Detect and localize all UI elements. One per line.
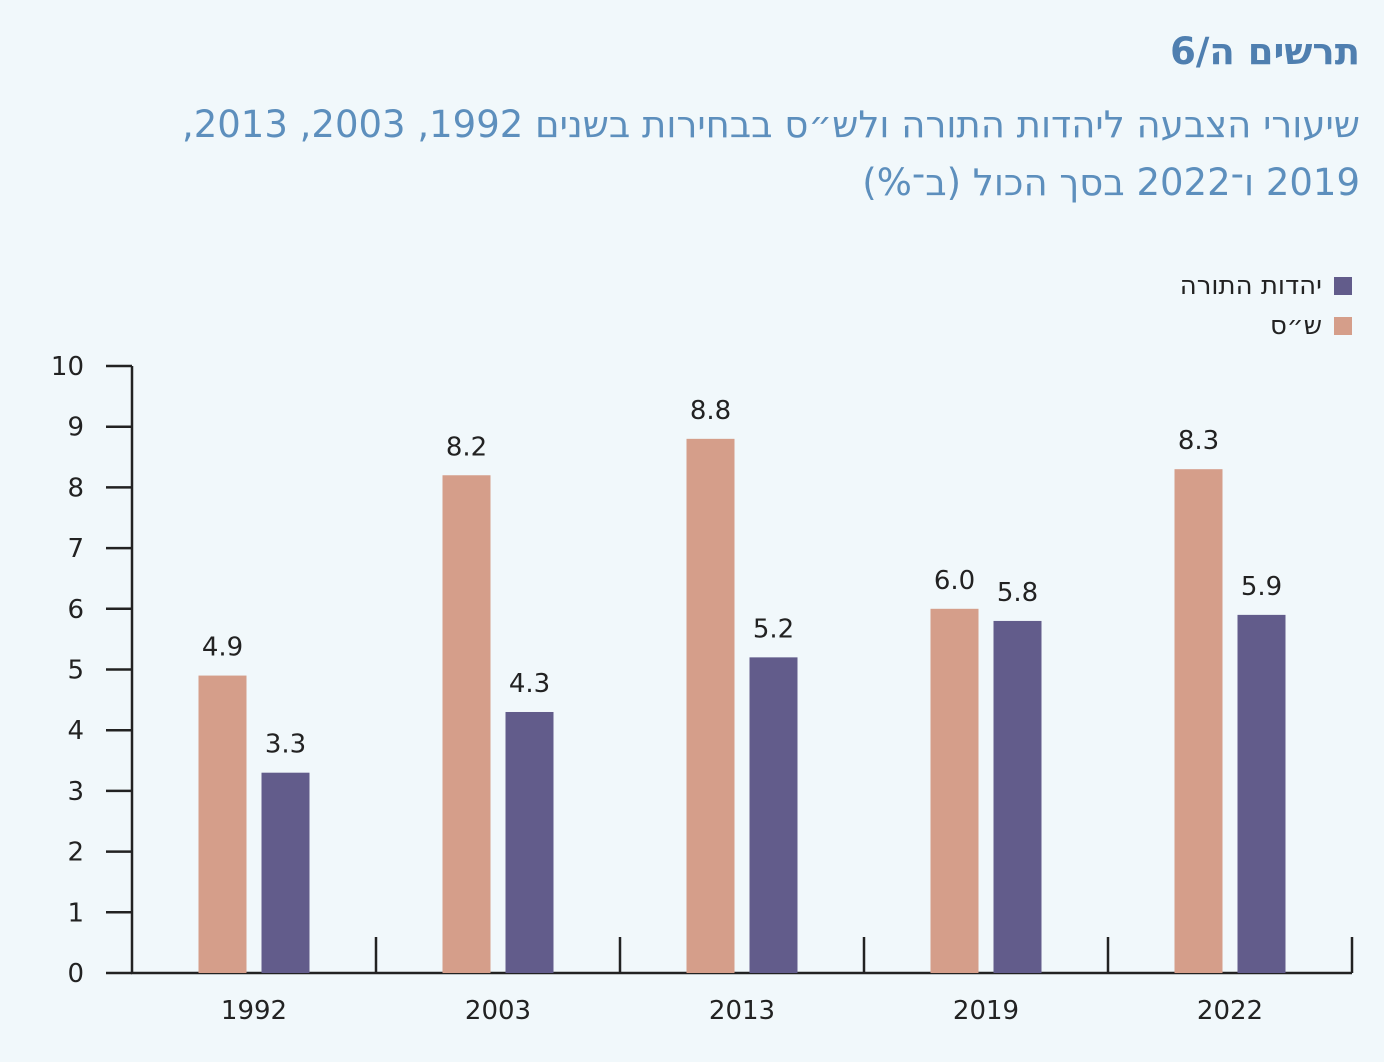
x-tick-label-2003: 2003	[465, 996, 531, 1026]
x-tick-label-1992: 1992	[221, 996, 287, 1026]
bar-utj-2013	[749, 657, 798, 973]
y-tick-label-1: 1	[67, 898, 84, 928]
bar-shas-2022	[1174, 469, 1223, 973]
y-tick-label-10: 10	[51, 352, 84, 382]
bar-shas-2013	[686, 438, 735, 974]
bar-utj-2022	[1237, 614, 1286, 973]
y-tick-label-2: 2	[67, 838, 84, 868]
legend-label-shas: ש״ס	[1269, 311, 1322, 341]
legend: יהדות התורה ש״ס	[1180, 266, 1352, 346]
data-label-utj-2003: 4.3	[509, 669, 550, 699]
data-label-utj-2022: 5.9	[1241, 572, 1282, 602]
x-tick-label-2019: 2019	[953, 996, 1019, 1026]
x-tick-label-2022: 2022	[1197, 996, 1263, 1026]
data-label-utj-1992: 3.3	[265, 730, 306, 760]
legend-item-shas: ש״ס	[1180, 306, 1352, 346]
data-label-utj-2019: 5.8	[997, 578, 1038, 608]
bar-utj-2003	[505, 711, 554, 973]
data-label-utj-2013: 5.2	[753, 614, 794, 644]
y-tick-label-5: 5	[67, 656, 84, 686]
y-tick-label-4: 4	[67, 716, 84, 746]
data-label-shas-2013: 8.8	[690, 396, 731, 426]
legend-item-utj: יהדות התורה	[1180, 266, 1352, 306]
legend-label-utj: יהדות התורה	[1179, 271, 1322, 301]
x-tick-label-2013: 2013	[709, 996, 775, 1026]
bar-utj-2019	[993, 620, 1042, 973]
y-tick-label-6: 6	[67, 595, 84, 625]
chart-title: שיעורי הצבעה ליהדות התורה ולש״ס בבחירות …	[181, 103, 1360, 204]
y-tick-label-7: 7	[67, 534, 84, 564]
data-label-shas-2022: 8.3	[1178, 426, 1219, 456]
bar-shas-2019	[930, 608, 979, 973]
y-tick-label-3: 3	[67, 777, 84, 807]
data-label-shas-2003: 8.2	[446, 432, 487, 462]
y-tick-label-9: 9	[67, 413, 84, 443]
y-tick-label-8: 8	[67, 473, 84, 503]
bar-shas-2003	[442, 475, 491, 973]
bar-shas-1992	[198, 675, 247, 973]
legend-swatch-shas	[1334, 317, 1352, 335]
figure-label: תרשים ה/6	[1170, 30, 1360, 73]
data-label-shas-2019: 6.0	[934, 566, 975, 596]
bar-utj-1992	[261, 772, 310, 973]
data-label-shas-1992: 4.9	[202, 633, 243, 663]
legend-swatch-utj	[1334, 277, 1352, 295]
y-tick-label-0: 0	[67, 959, 84, 989]
